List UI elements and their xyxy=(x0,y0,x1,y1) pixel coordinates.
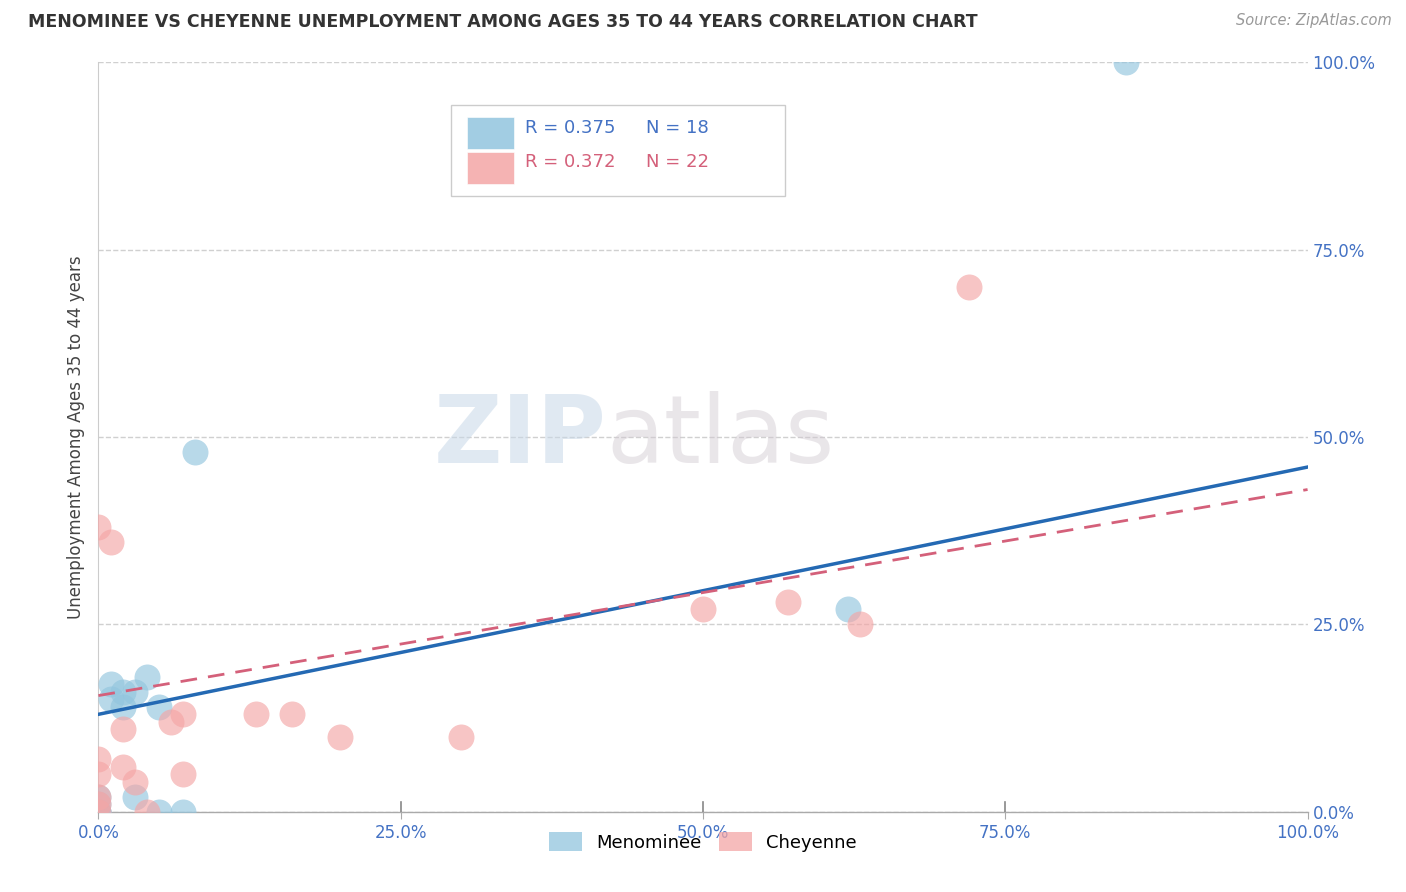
FancyBboxPatch shape xyxy=(467,153,515,184)
Text: N = 18: N = 18 xyxy=(647,119,709,136)
Point xyxy=(87,752,110,766)
Point xyxy=(172,767,194,781)
Point xyxy=(87,797,110,812)
Text: MENOMINEE VS CHEYENNE UNEMPLOYMENT AMONG AGES 35 TO 44 YEARS CORRELATION CHART: MENOMINEE VS CHEYENNE UNEMPLOYMENT AMONG… xyxy=(28,13,977,31)
Point xyxy=(111,723,134,737)
Point xyxy=(245,707,267,722)
Point xyxy=(87,805,110,819)
Point xyxy=(87,789,110,804)
Point xyxy=(111,760,134,774)
Point xyxy=(100,692,122,706)
Point xyxy=(148,699,170,714)
Point xyxy=(124,685,146,699)
Point xyxy=(135,805,157,819)
Text: atlas: atlas xyxy=(606,391,835,483)
Text: ZIP: ZIP xyxy=(433,391,606,483)
Text: N = 22: N = 22 xyxy=(647,153,709,171)
Point xyxy=(87,797,110,812)
Point xyxy=(1115,55,1137,70)
Point xyxy=(329,730,352,744)
Point xyxy=(776,595,799,609)
Point xyxy=(87,805,110,819)
Point xyxy=(450,730,472,744)
Point xyxy=(135,670,157,684)
Point xyxy=(111,685,134,699)
Text: R = 0.375: R = 0.375 xyxy=(526,119,616,136)
Text: R = 0.372: R = 0.372 xyxy=(526,153,616,171)
Point xyxy=(957,280,980,294)
Point xyxy=(692,602,714,616)
Y-axis label: Unemployment Among Ages 35 to 44 years: Unemployment Among Ages 35 to 44 years xyxy=(66,255,84,619)
Point xyxy=(87,805,110,819)
Legend: Menominee, Cheyenne: Menominee, Cheyenne xyxy=(541,825,865,859)
Point xyxy=(281,707,304,722)
Point xyxy=(160,714,183,729)
Point xyxy=(87,767,110,781)
Point xyxy=(100,535,122,549)
FancyBboxPatch shape xyxy=(467,117,515,149)
Point xyxy=(124,774,146,789)
Point xyxy=(124,789,146,804)
Point xyxy=(849,617,872,632)
Point xyxy=(172,707,194,722)
Point xyxy=(184,445,207,459)
Point xyxy=(148,805,170,819)
Point xyxy=(87,805,110,819)
Point xyxy=(111,699,134,714)
Point xyxy=(100,677,122,691)
Text: Source: ZipAtlas.com: Source: ZipAtlas.com xyxy=(1236,13,1392,29)
Point xyxy=(172,805,194,819)
Point xyxy=(837,602,859,616)
Point xyxy=(87,520,110,534)
FancyBboxPatch shape xyxy=(451,105,785,196)
Point xyxy=(87,789,110,804)
